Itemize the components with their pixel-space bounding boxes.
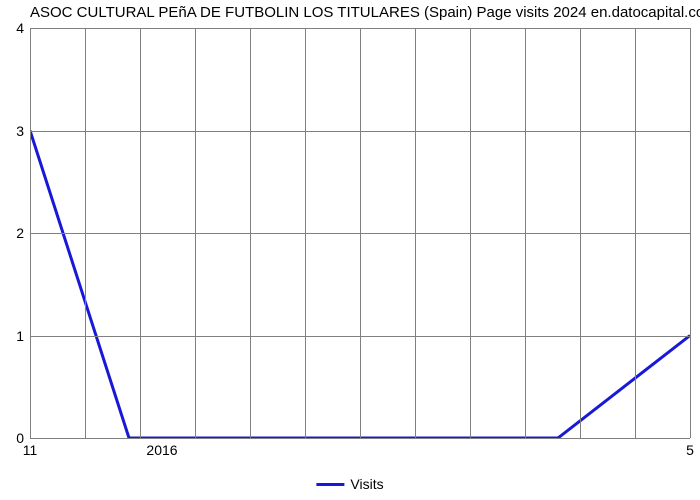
x-tick-label: 5 xyxy=(686,442,694,458)
y-tick-label: 3 xyxy=(16,123,24,139)
legend-label: Visits xyxy=(350,476,383,492)
gridline-horizontal xyxy=(30,336,690,337)
gridline-horizontal xyxy=(30,233,690,234)
x-tick-label: 2016 xyxy=(146,442,177,458)
y-tick-label: 4 xyxy=(16,20,24,36)
x-tick-label: 11 xyxy=(23,442,38,458)
gridline-horizontal xyxy=(30,438,690,439)
legend-swatch xyxy=(316,483,344,486)
chart-title: ASOC CULTURAL PEñA DE FUTBOLIN LOS TITUL… xyxy=(30,4,700,21)
legend: Visits xyxy=(316,476,383,492)
y-tick-label: 1 xyxy=(16,328,24,344)
gridline-vertical xyxy=(690,28,691,438)
plot-area: 012341120165 xyxy=(30,28,690,438)
gridline-horizontal xyxy=(30,28,690,29)
gridline-horizontal xyxy=(30,131,690,132)
chart-container: { "chart": { "type": "line", "title": "A… xyxy=(0,0,700,500)
y-tick-label: 2 xyxy=(16,225,24,241)
